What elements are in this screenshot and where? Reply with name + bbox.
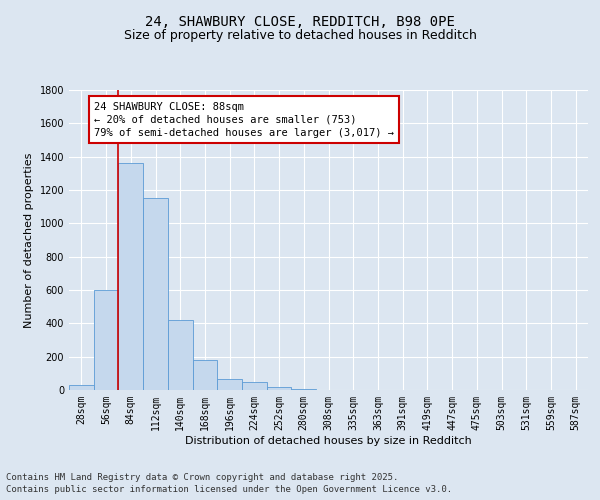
Bar bbox=[168, 320, 193, 390]
Text: Contains public sector information licensed under the Open Government Licence v3: Contains public sector information licen… bbox=[6, 486, 452, 494]
Bar bbox=[242, 382, 267, 390]
Text: Contains HM Land Registry data © Crown copyright and database right 2025.: Contains HM Land Registry data © Crown c… bbox=[6, 473, 398, 482]
Bar bbox=[193, 360, 217, 390]
Bar bbox=[267, 387, 292, 390]
Text: 24, SHAWBURY CLOSE, REDDITCH, B98 0PE: 24, SHAWBURY CLOSE, REDDITCH, B98 0PE bbox=[145, 16, 455, 30]
Bar bbox=[118, 164, 143, 390]
Text: Size of property relative to detached houses in Redditch: Size of property relative to detached ho… bbox=[124, 28, 476, 42]
Y-axis label: Number of detached properties: Number of detached properties bbox=[24, 152, 34, 328]
X-axis label: Distribution of detached houses by size in Redditch: Distribution of detached houses by size … bbox=[185, 436, 472, 446]
Text: 24 SHAWBURY CLOSE: 88sqm
← 20% of detached houses are smaller (753)
79% of semi-: 24 SHAWBURY CLOSE: 88sqm ← 20% of detach… bbox=[94, 102, 394, 138]
Bar bbox=[94, 290, 118, 390]
Bar bbox=[292, 389, 316, 390]
Bar bbox=[217, 379, 242, 390]
Bar bbox=[69, 385, 94, 390]
Bar bbox=[143, 198, 168, 390]
